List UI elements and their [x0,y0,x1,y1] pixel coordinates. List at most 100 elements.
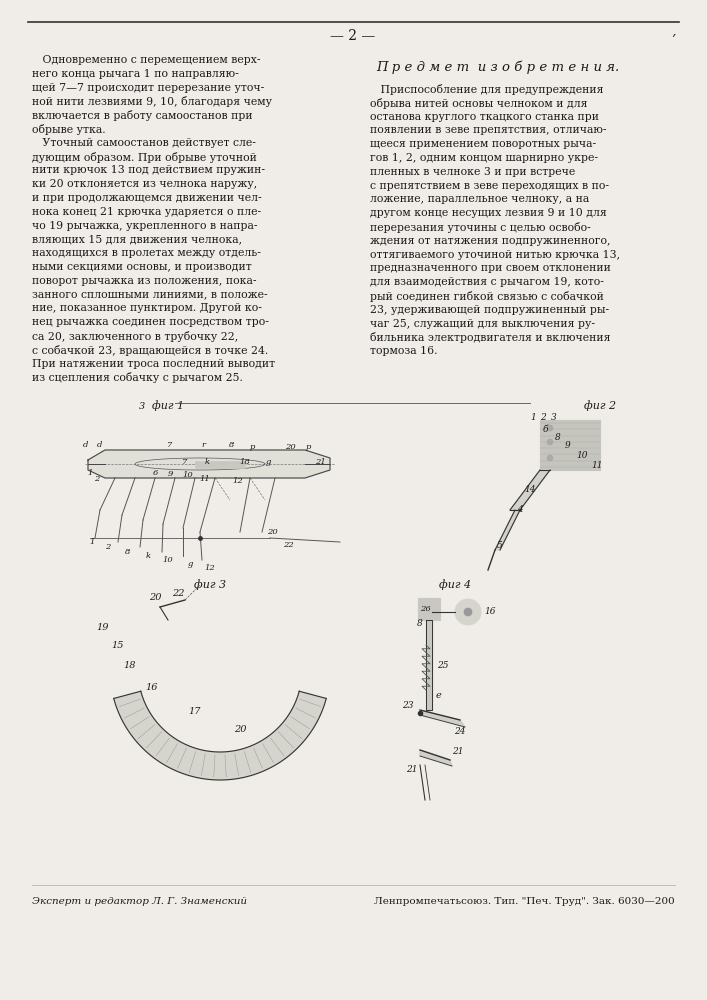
Text: 21: 21 [407,766,418,774]
Text: обрыва нитей основы челноком и для: обрыва нитей основы челноком и для [370,98,588,109]
Text: 9: 9 [565,440,571,450]
Text: ными секциями основы, и производит: ными секциями основы, и производит [32,262,252,272]
Text: нока конец 21 крючка ударяется о пле-: нока конец 21 крючка ударяется о пле- [32,207,261,217]
Text: са 20, заключенного в трубочку 22,: са 20, заключенного в трубочку 22, [32,331,238,342]
Text: При натяжении троса последний выводит: При натяжении троса последний выводит [32,359,275,369]
Circle shape [547,439,553,445]
Text: ки 20 отклоняется из челнока наружу,: ки 20 отклоняется из челнока наружу, [32,179,257,189]
Text: находящихся в пролетах между отдель-: находящихся в пролетах между отдель- [32,248,261,258]
Text: 21: 21 [315,458,325,466]
Polygon shape [420,710,465,727]
Text: g: g [265,458,271,466]
Text: нец рычажка соединен посредством тро-: нец рычажка соединен посредством тро- [32,317,269,327]
Text: 2: 2 [540,412,546,422]
Text: чаг 25, служащий для выключения ру-: чаг 25, служащий для выключения ру- [370,319,595,329]
Text: — 2 —: — 2 — [330,29,375,43]
Text: k: k [146,552,151,560]
Text: 23, удерживающей подпружиненный ры-: 23, удерживающей подпружиненный ры- [370,305,609,315]
Text: другом конце несущих лезвия 9 и 10 для: другом конце несущих лезвия 9 и 10 для [370,208,607,218]
Text: 1: 1 [87,469,93,477]
Text: фиг 2: фиг 2 [584,400,616,411]
Text: для взаимодействия с рычагом 19, кото-: для взаимодействия с рычагом 19, кото- [370,277,604,287]
Text: гов 1, 2, одним концом шарнирно укре-: гов 1, 2, одним концом шарнирно укре- [370,153,598,163]
Text: 16: 16 [484,607,496,616]
Text: щееся применением поворотных рыча-: щееся применением поворотных рыча- [370,139,596,149]
Text: 20: 20 [148,592,161,601]
Text: 26: 26 [420,605,431,613]
Text: 3: 3 [139,402,145,411]
Text: 5: 5 [497,540,503,550]
Text: 7: 7 [182,458,187,466]
Text: 11: 11 [591,460,603,470]
Bar [540,420,600,470]
Text: p: p [250,443,255,451]
Text: d: d [83,441,88,449]
Text: d: d [98,441,103,449]
Text: 23: 23 [402,700,414,710]
Circle shape [547,425,553,431]
Polygon shape [495,510,520,550]
Text: вляющих 15 для движения челнока,: вляющих 15 для движения челнока, [32,234,242,244]
Text: пленных в челноке 3 и при встрече: пленных в челноке 3 и при встрече [370,167,575,177]
Text: 1: 1 [89,538,95,546]
Text: 3: 3 [551,412,557,422]
Text: 16: 16 [146,684,158,692]
Text: фиг 1: фиг 1 [152,400,184,411]
Text: 4: 4 [517,506,523,514]
Text: 1: 1 [530,412,536,422]
Text: предназначенного при своем отклонении: предназначенного при своем отклонении [370,263,611,273]
Text: 21: 21 [452,748,464,756]
Text: 18: 18 [240,458,250,466]
Text: перерезания уточины с целью освобо-: перерезания уточины с целью освобо- [370,222,591,233]
Text: 7: 7 [168,441,173,449]
Text: Эксперт и редактор Л. Г. Знаменский: Эксперт и редактор Л. Г. Знаменский [32,897,247,906]
Circle shape [455,599,481,625]
Text: 6: 6 [152,469,158,477]
Text: чо 19 рычажка, укрепленного в напра-: чо 19 рычажка, укрепленного в напра- [32,221,257,231]
Text: ние, показанное пунктиром. Другой ко-: ние, показанное пунктиром. Другой ко- [32,303,262,313]
Text: щей 7—7 происходит перерезание уточ-: щей 7—7 происходит перерезание уточ- [32,83,264,93]
Text: с собачкой 23, вращающейся в точке 24.: с собачкой 23, вращающейся в точке 24. [32,345,268,356]
Polygon shape [426,620,432,710]
Polygon shape [510,470,550,510]
Text: 10: 10 [576,450,588,460]
Text: 22: 22 [172,589,185,598]
Text: появлении в зеве препятствия, отличаю-: появлении в зеве препятствия, отличаю- [370,125,607,135]
Text: 24: 24 [455,728,466,736]
Text: ложение, параллельное челноку, а на: ложение, параллельное челноку, а на [370,194,589,204]
Text: 8: 8 [555,432,561,442]
Text: 20: 20 [234,726,246,734]
Text: занного сплошными линиями, в положе-: занного сплошными линиями, в положе- [32,290,268,300]
Text: ˊ: ˊ [670,35,677,49]
Text: 25: 25 [437,660,448,670]
Text: Одновременно с перемещением верх-: Одновременно с перемещением верх- [32,55,260,65]
Text: и при продолжающемся движении чел-: и при продолжающемся движении чел- [32,193,262,203]
Text: ной нити лезвиями 9, 10, благодаря чему: ной нити лезвиями 9, 10, благодаря чему [32,96,272,107]
Text: дующим образом. При обрыве уточной: дующим образом. При обрыве уточной [32,152,257,163]
Text: П р е д м е т  и з о б р е т е н и я.: П р е д м е т и з о б р е т е н и я. [376,60,619,74]
Text: обрыве утка.: обрыве утка. [32,124,105,135]
Text: 15: 15 [112,641,124,650]
Text: 20: 20 [267,528,277,536]
Polygon shape [114,691,326,780]
Text: 18: 18 [124,660,136,670]
Text: рый соединен гибкой связью с собачкой: рый соединен гибкой связью с собачкой [370,291,604,302]
Text: 9: 9 [168,470,173,478]
Text: с препятствием в зеве переходящих в по-: с препятствием в зеве переходящих в по- [370,181,609,191]
Text: 10: 10 [182,471,194,479]
Text: бильника электродвигателя и включения: бильника электродвигателя и включения [370,332,611,343]
Text: 8: 8 [417,618,423,628]
Text: 19: 19 [97,622,110,632]
Text: него конца рычага 1 по направляю-: него конца рычага 1 по направляю- [32,69,239,79]
Text: 8: 8 [125,548,131,556]
Text: оттягиваемого уточиной нитью крючка 13,: оттягиваемого уточиной нитью крючка 13, [370,250,620,260]
Text: Приспособление для предупреждения: Приспособление для предупреждения [370,84,604,95]
Text: б: б [542,426,548,434]
Text: нити крючок 13 под действием пружин-: нити крючок 13 под действием пружин- [32,165,265,175]
Text: тормоза 16.: тормоза 16. [370,346,438,356]
Text: включается в работу самоостанов при: включается в работу самоостанов при [32,110,252,121]
Text: 17: 17 [189,708,201,716]
Bar [418,598,440,620]
Circle shape [464,608,472,616]
Text: 12: 12 [204,564,216,572]
